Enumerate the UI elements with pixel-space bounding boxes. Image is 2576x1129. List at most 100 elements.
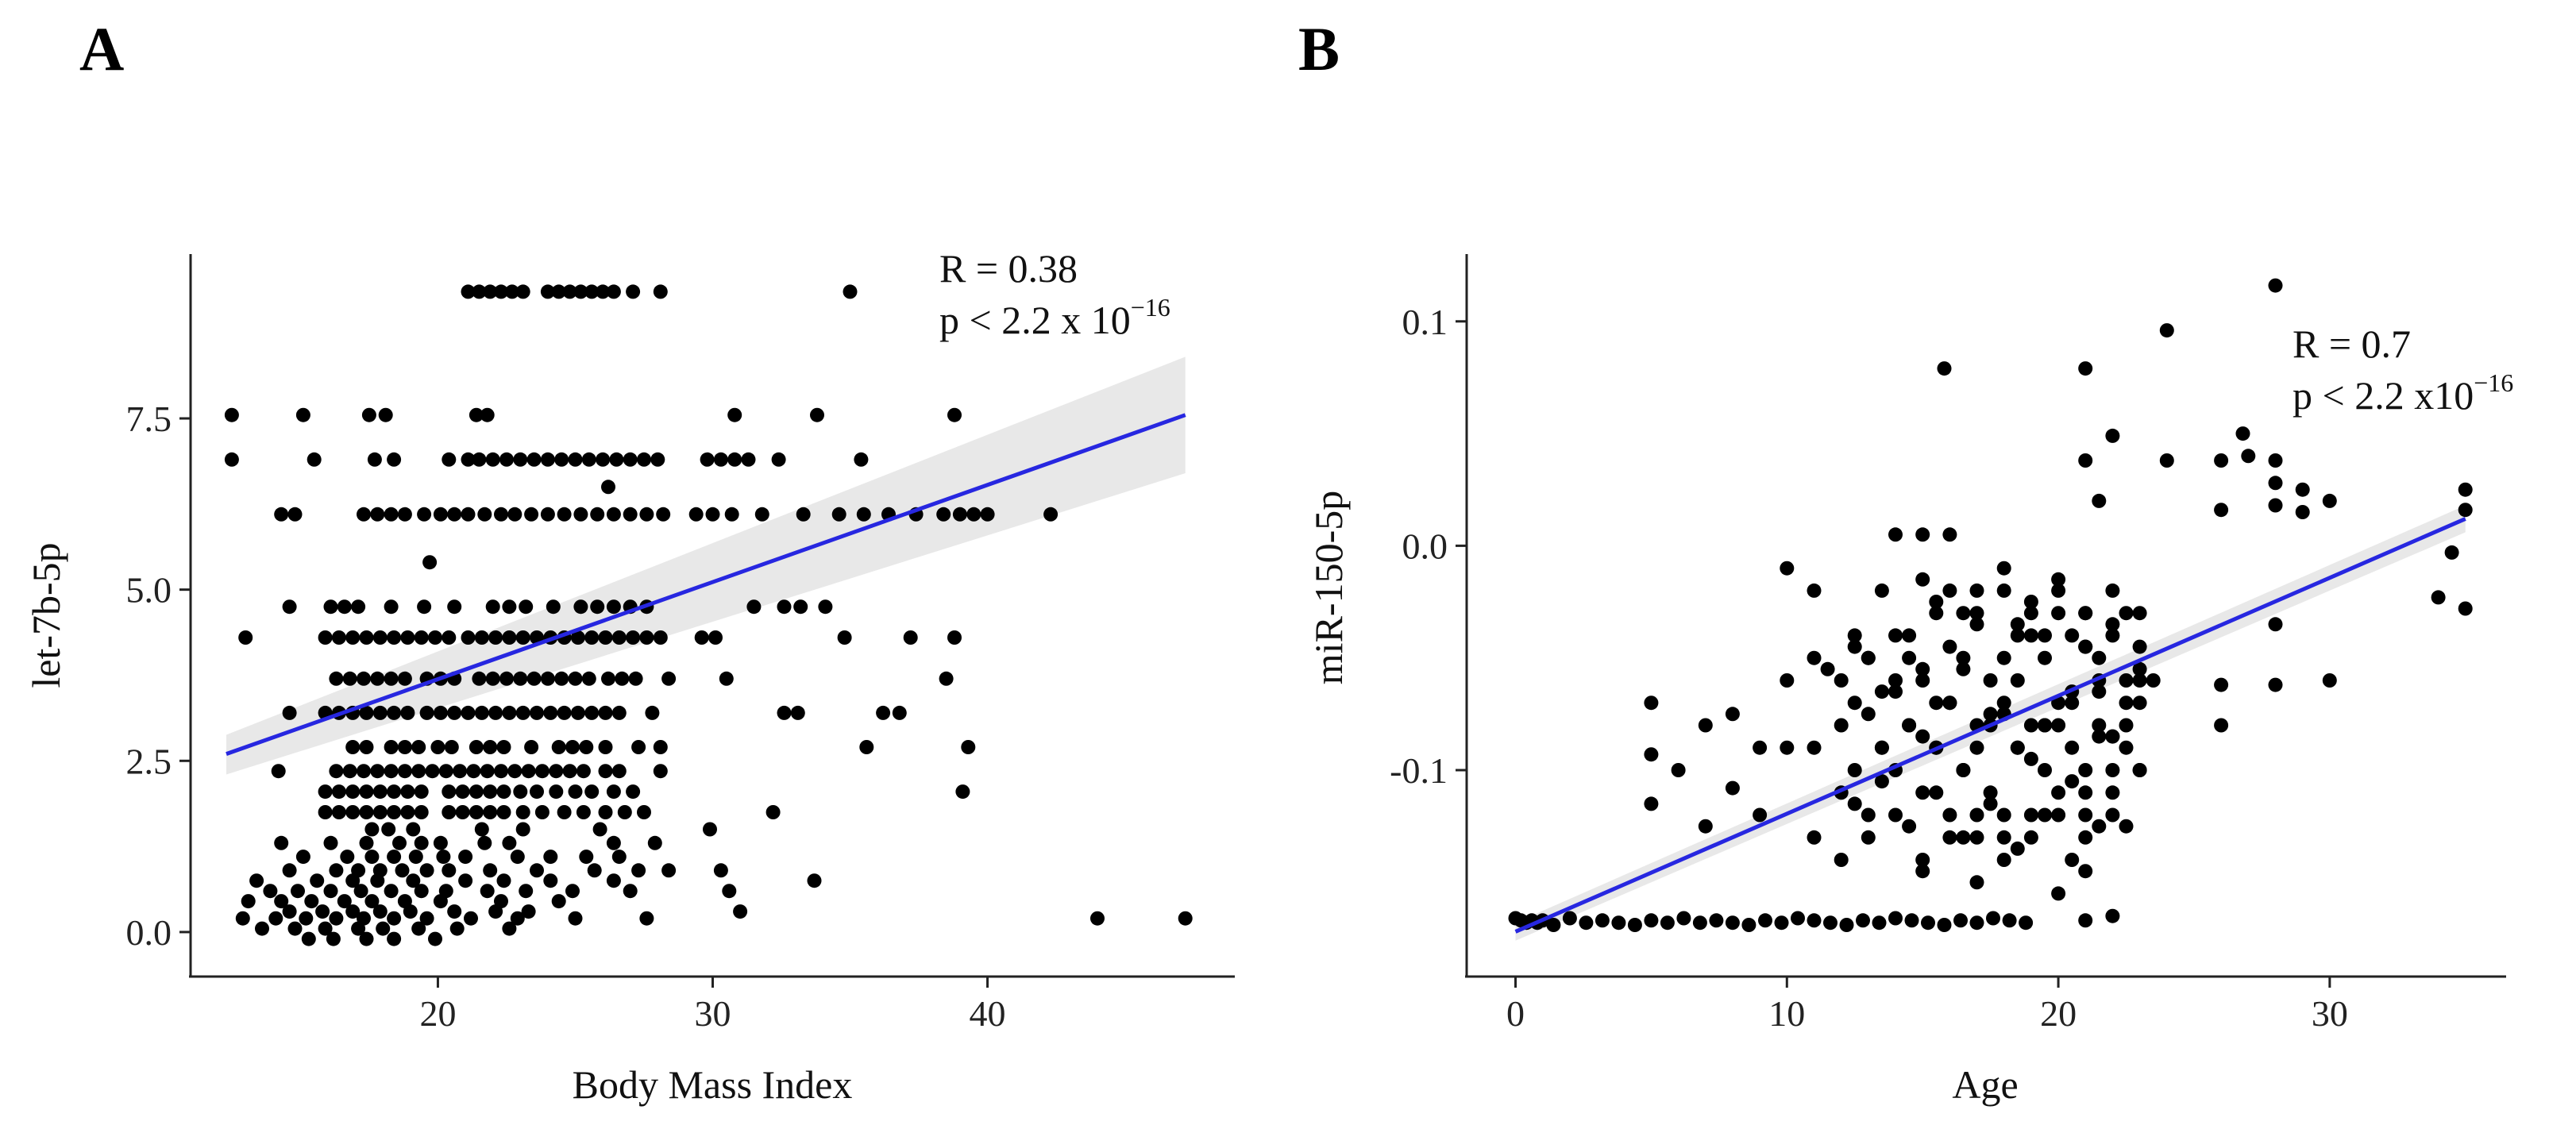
- data-point: [534, 805, 550, 819]
- data-point: [854, 452, 869, 467]
- data-point: [282, 904, 297, 919]
- data-point: [1937, 361, 1952, 376]
- data-point: [727, 407, 742, 422]
- data-point: [2023, 751, 2038, 766]
- panel-a-r-annotation: R = 0.38: [939, 246, 1078, 291]
- data-point: [623, 507, 638, 522]
- data-point: [2092, 819, 2107, 834]
- data-point: [1807, 650, 1822, 665]
- data-point: [485, 671, 500, 686]
- data-point: [2146, 673, 2161, 688]
- data-point: [1969, 830, 1984, 845]
- data-point: [502, 630, 517, 645]
- data-point: [282, 863, 297, 878]
- data-point: [483, 805, 498, 819]
- data-point: [364, 822, 380, 837]
- data-point: [2105, 729, 2120, 744]
- data-point: [515, 630, 530, 645]
- data-point: [428, 931, 442, 946]
- data-point: [617, 805, 632, 819]
- data-point: [579, 850, 594, 865]
- data-point: [474, 822, 489, 837]
- data-point: [837, 630, 852, 645]
- data-point: [1874, 583, 1889, 598]
- data-point: [1178, 911, 1193, 926]
- data-point: [2105, 807, 2120, 823]
- data-point: [315, 904, 330, 919]
- data-point: [2078, 453, 2093, 468]
- data-point: [1595, 913, 1610, 928]
- data-point: [464, 911, 478, 926]
- data-point: [557, 507, 572, 522]
- data-point: [494, 284, 508, 299]
- data-point: [554, 671, 569, 686]
- data-point: [1874, 774, 1889, 789]
- data-point: [892, 705, 907, 720]
- data-point: [433, 835, 448, 850]
- data-point: [639, 911, 654, 926]
- data-point: [637, 805, 651, 819]
- data-point: [397, 671, 412, 686]
- data-point: [2132, 661, 2147, 676]
- data-point: [515, 284, 530, 299]
- data-point: [1834, 673, 1849, 688]
- data-point: [700, 452, 715, 467]
- data-point: [2322, 493, 2337, 508]
- data-point: [551, 284, 566, 299]
- data-point: [406, 873, 421, 888]
- data-point: [1725, 707, 1740, 722]
- data-point: [304, 894, 319, 909]
- data-point: [274, 835, 289, 850]
- data-point: [353, 884, 368, 899]
- data-point: [1902, 718, 1917, 733]
- data-point: [372, 784, 388, 800]
- data-point: [1929, 785, 1944, 800]
- data-point: [2023, 606, 2038, 621]
- data-point: [2105, 428, 2120, 443]
- data-point: [1902, 819, 1917, 834]
- data-point: [650, 452, 665, 467]
- data-point: [694, 630, 709, 645]
- data-point: [1929, 595, 1944, 609]
- data-point: [524, 507, 539, 522]
- y-tick-label: 0.0: [126, 912, 172, 953]
- data-point: [2038, 718, 2052, 733]
- data-point: [584, 284, 600, 299]
- data-point: [499, 671, 514, 686]
- data-point: [1969, 807, 1984, 823]
- data-point: [831, 507, 846, 522]
- data-point: [705, 507, 720, 522]
- data-point: [2092, 718, 2107, 733]
- data-point: [1996, 696, 2011, 711]
- data-point: [263, 884, 278, 899]
- data-point: [384, 884, 399, 899]
- data-point: [623, 884, 638, 899]
- data-point: [590, 599, 605, 615]
- data-point: [483, 784, 498, 800]
- data-point: [1969, 617, 1984, 632]
- data-point: [2078, 361, 2093, 376]
- data-point: [713, 452, 728, 467]
- data-point: [519, 884, 534, 899]
- data-point: [357, 507, 371, 522]
- data-point: [746, 599, 762, 615]
- data-point: [2105, 763, 2120, 777]
- data-point: [370, 671, 385, 686]
- y-tick-label: 7.5: [126, 399, 172, 439]
- data-point: [661, 863, 677, 878]
- data-point: [469, 805, 484, 819]
- data-point: [562, 764, 577, 779]
- y-tick-label: -0.1: [1390, 750, 1448, 791]
- data-point: [843, 284, 858, 299]
- data-point: [1956, 763, 1971, 777]
- data-point: [2092, 684, 2107, 699]
- data-point: [2235, 426, 2250, 441]
- data-point: [496, 784, 511, 800]
- data-point: [573, 284, 588, 299]
- data-point: [442, 863, 457, 878]
- data-point: [310, 873, 325, 888]
- data-point: [458, 873, 473, 888]
- data-point: [447, 507, 462, 522]
- data-point: [414, 884, 429, 899]
- data-point: [540, 671, 555, 686]
